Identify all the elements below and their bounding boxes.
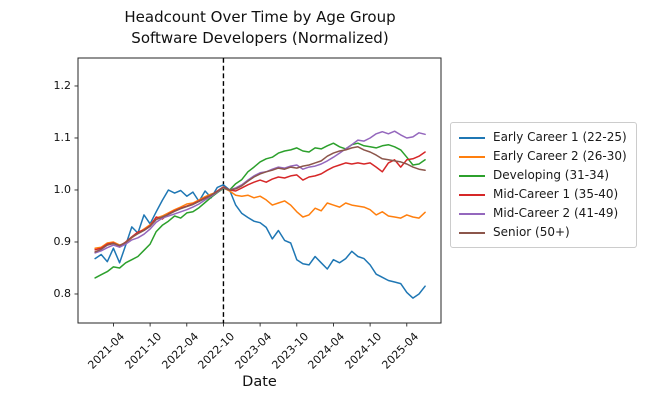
legend-line-swatch: [459, 155, 485, 158]
series-line-developing-31-34: [94, 142, 426, 279]
y-tick-label: 1.1: [53, 130, 72, 144]
legend-item: Mid-Career 1 (35-40): [459, 187, 627, 202]
y-tick-label: 0.8: [53, 286, 72, 300]
legend-label: Early Career 2 (26-30): [493, 149, 627, 163]
series-line-senior-50: [94, 146, 426, 253]
legend-item: Mid-Career 2 (41-49): [459, 206, 627, 221]
legend-line-swatch: [459, 174, 485, 177]
legend-label: Senior (50+): [493, 225, 570, 239]
chart-title-line1: Headcount Over Time by Age Group: [124, 8, 396, 26]
chart-title: Headcount Over Time by Age Group Softwar…: [40, 7, 480, 49]
legend-item: Early Career 2 (26-30): [459, 149, 627, 164]
legend-label: Developing (31-34): [493, 168, 610, 182]
chart-title-line2: Software Developers (Normalized): [131, 29, 389, 47]
legend-item: Developing (31-34): [459, 168, 627, 183]
legend-label: Early Career 1 (22-25): [493, 130, 627, 144]
legend-line-swatch: [459, 231, 485, 234]
legend-label: Mid-Career 2 (41-49): [493, 206, 619, 220]
y-tick-label: 0.9: [53, 234, 72, 248]
legend-item: Senior (50+): [459, 225, 627, 240]
series-line-mid-career-2-41-49: [94, 130, 426, 254]
legend-label: Mid-Career 1 (35-40): [493, 187, 619, 201]
y-tick-label: 1.2: [53, 78, 72, 92]
y-tick-label: 1.0: [53, 182, 72, 196]
legend-item: Early Career 1 (22-25): [459, 130, 627, 145]
legend-line-swatch: [459, 212, 485, 215]
axes-frame: [77, 57, 442, 324]
x-axis-label: Date: [242, 374, 277, 390]
legend: Early Career 1 (22-25) Early Career 2 (26…: [450, 122, 637, 248]
legend-line-swatch: [459, 193, 485, 196]
legend-line-swatch: [459, 136, 485, 139]
